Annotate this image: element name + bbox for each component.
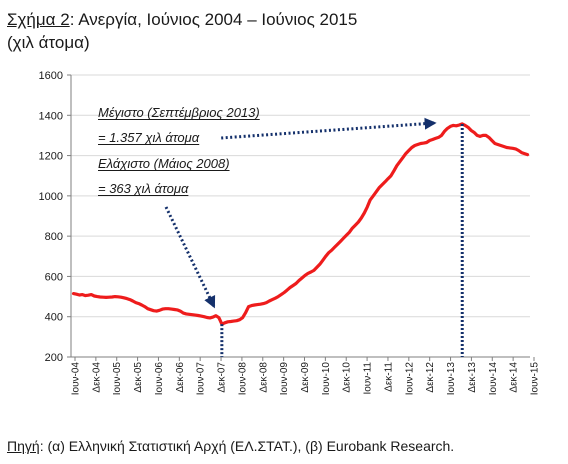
x-tick-label: Ιουν-11 bbox=[363, 362, 374, 395]
x-tick-label: Δεκ-10 bbox=[342, 362, 353, 393]
x-tick-label: Δεκ-13 bbox=[467, 362, 478, 393]
y-tick-label: 1000 bbox=[39, 191, 63, 203]
x-tick-label: Δεκ-06 bbox=[175, 362, 186, 393]
x-tick-label: Δεκ-04 bbox=[91, 362, 102, 393]
axes bbox=[67, 74, 535, 361]
x-tick-label: Δεκ-08 bbox=[258, 362, 269, 393]
source-text: : (α) Ελληνική Στατιστική Αρχή (ΕΛ.ΣΤΑΤ.… bbox=[39, 438, 455, 454]
x-tick-label: Ιουν-09 bbox=[279, 362, 290, 396]
x-tick-label: Ιουν-12 bbox=[404, 362, 415, 396]
y-axis-ticks: 200 400 600 800 1000 1200 1400 1600 bbox=[39, 70, 63, 364]
y-tick-label: 1600 bbox=[39, 70, 63, 82]
title-text: : Ανεργία, Ιούνιος 2004 – Ιούνιος 2015 bbox=[69, 10, 358, 29]
max-annotation-line1: Μέγιστο (Σεπτέμβριος 2013) bbox=[98, 105, 260, 120]
x-tick-label: Δεκ-11 bbox=[383, 362, 394, 392]
chart-subtitle: (χιλ άτομα) bbox=[7, 33, 90, 52]
annotations: Μέγιστο (Σεπτέμβριος 2013) = 1.357 χιλ άτ… bbox=[98, 105, 464, 357]
x-tick-label: Ιουν-07 bbox=[196, 362, 207, 396]
x-tick-label: Ιουν-05 bbox=[112, 362, 123, 396]
x-tick-label: Δεκ-07 bbox=[217, 362, 228, 393]
source-note: Πηγή: (α) Ελληνική Στατιστική Αρχή (ΕΛ.Σ… bbox=[7, 437, 454, 455]
min-annotation-line1: Ελάχιστο (Μάιος 2008) bbox=[98, 156, 230, 171]
x-tick-label: Ιουν-15 bbox=[530, 362, 541, 396]
max-annotation-line2: = 1.357 χιλ άτομα bbox=[98, 130, 200, 145]
x-tick-label: Ιουν-04 bbox=[71, 362, 82, 396]
x-tick-label: Δεκ-14 bbox=[509, 362, 520, 393]
x-tick-label: Ιουν-10 bbox=[321, 362, 332, 396]
x-tick-label: Ιουν-06 bbox=[154, 362, 165, 396]
unemployment-series-line bbox=[71, 122, 530, 326]
min-annotation-line2: = 363 χιλ άτομα bbox=[98, 181, 189, 196]
x-tick-label: Δεκ-05 bbox=[133, 362, 144, 393]
x-tick-label: Ιουν-08 bbox=[237, 362, 248, 396]
min-arrow bbox=[164, 206, 216, 309]
y-tick-label: 1200 bbox=[39, 151, 63, 163]
y-tick-label: 800 bbox=[45, 231, 63, 243]
x-tick-label: Ιουν-13 bbox=[446, 362, 457, 396]
y-tick-label: 600 bbox=[45, 271, 63, 283]
y-tick-label: 400 bbox=[45, 312, 63, 324]
grid-lines bbox=[71, 74, 530, 318]
source-label: Πηγή bbox=[7, 438, 40, 454]
chart-title: Σχήμα 2: Ανεργία, Ιούνιος 2004 – Ιούνιος… bbox=[7, 10, 357, 30]
x-axis-ticks: Ιουν-04 Δεκ-04 Ιουν-05 Δεκ-05 Ιουν-06 Δεκ-06 Ι… bbox=[71, 362, 541, 396]
x-tick-label: Δεκ-12 bbox=[425, 362, 436, 393]
series bbox=[71, 122, 530, 326]
x-tick-label: Δεκ-09 bbox=[300, 362, 311, 393]
y-tick-label: 1400 bbox=[39, 110, 63, 122]
x-tick-label: Ιουν-14 bbox=[488, 362, 499, 396]
max-arrow bbox=[221, 117, 437, 140]
figure-label: Σχήμα 2 bbox=[7, 10, 70, 29]
y-tick-label: 200 bbox=[45, 352, 63, 364]
